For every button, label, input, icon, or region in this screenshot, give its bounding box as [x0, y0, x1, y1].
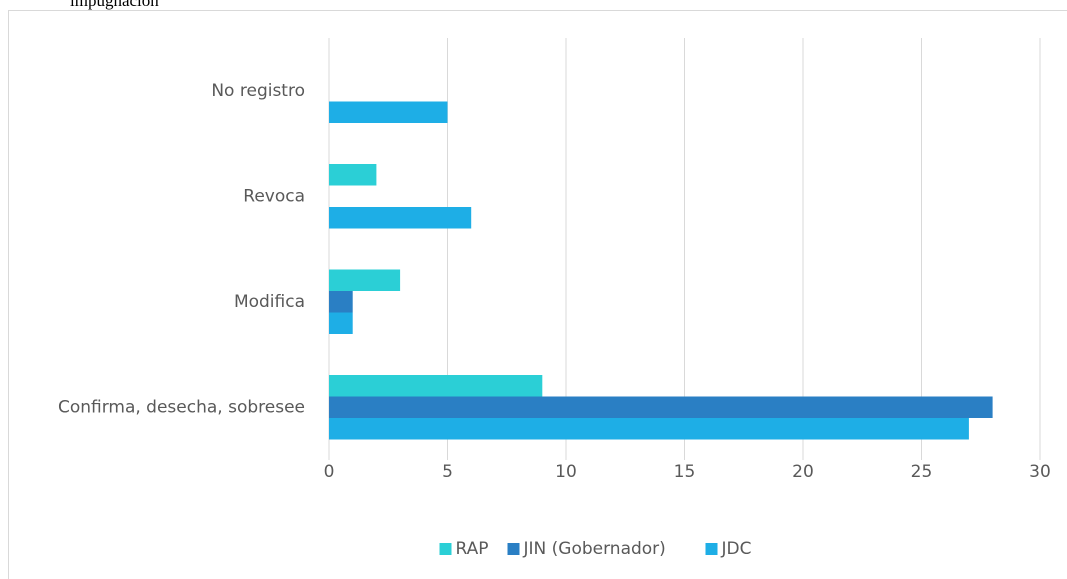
x-tick-label: 20: [792, 462, 814, 482]
legend-swatch: [439, 543, 452, 555]
header-text: impugnación: [70, 0, 159, 10]
bar: [329, 207, 472, 229]
y-tick-label: No registro: [211, 81, 305, 101]
bar: [329, 101, 448, 123]
x-tick-label: 25: [911, 462, 933, 482]
y-tick-label: Revoca: [243, 186, 305, 206]
y-tick-label: Confirma, desecha, sobresee: [58, 397, 305, 417]
bar: [329, 418, 969, 440]
legend-label: RAP: [456, 539, 489, 559]
x-tick-label: 30: [1029, 462, 1051, 482]
legend-label: JIN (Gobernador): [523, 539, 666, 559]
x-tick-label: 0: [324, 462, 335, 482]
bar: [329, 269, 401, 291]
chart-frame: [8, 10, 1067, 579]
bar: [329, 291, 353, 313]
bar: [329, 312, 353, 334]
x-tick-label: 5: [442, 462, 453, 482]
y-tick-label: Modifica: [234, 292, 305, 312]
bar: [329, 375, 543, 397]
legend-swatch: [705, 543, 718, 555]
bar: [329, 396, 993, 418]
bar: [329, 164, 377, 186]
legend-label: JDC: [721, 539, 752, 559]
legend-swatch: [507, 543, 520, 555]
header-bg: [60, 0, 220, 10]
x-tick-label: 15: [674, 462, 696, 482]
x-tick-label: 10: [555, 462, 577, 482]
